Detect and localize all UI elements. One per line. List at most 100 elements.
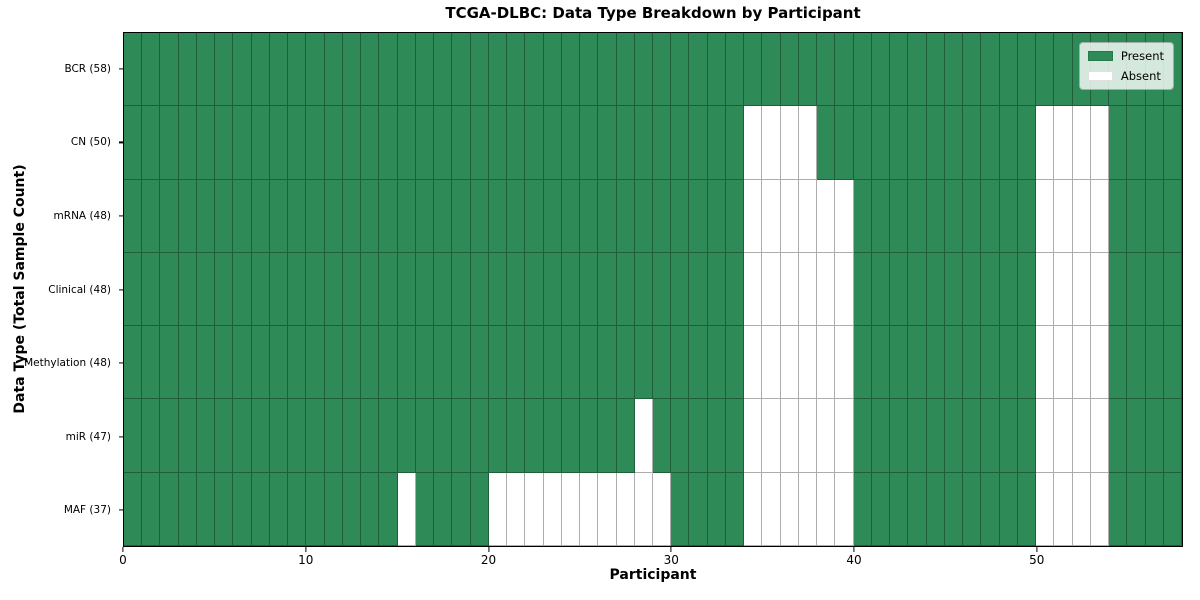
- heatmap-cell: [215, 399, 234, 473]
- legend-item-present: Present: [1087, 49, 1164, 63]
- heatmap-cell: [689, 472, 708, 546]
- x-tick-label: 20: [480, 553, 497, 567]
- heatmap-cell: [1145, 252, 1164, 327]
- heatmap-cell: [762, 106, 781, 180]
- heatmap-cell: [999, 106, 1018, 180]
- heatmap-cell: [817, 33, 836, 107]
- heatmap-cell: [452, 399, 471, 473]
- heatmap-cell: [507, 472, 526, 546]
- heatmap-cell: [525, 106, 544, 180]
- heatmap-cell: [835, 472, 854, 546]
- heatmap-cell: [178, 33, 197, 107]
- heatmap-cell: [634, 179, 653, 253]
- heatmap-cell: [963, 179, 982, 253]
- heatmap-cell: [1036, 33, 1055, 107]
- heatmap-cell: [342, 472, 362, 546]
- heatmap-cell: [142, 252, 161, 327]
- heatmap-cell: [890, 326, 909, 400]
- heatmap-cell: [1036, 399, 1055, 473]
- heatmap-cell: [689, 399, 708, 473]
- heatmap-cell: [598, 252, 617, 327]
- heatmap-cell: [470, 326, 489, 400]
- heatmap-cell: [142, 33, 161, 107]
- heatmap-cell: [744, 33, 763, 107]
- heatmap-cell: [1127, 472, 1146, 546]
- heatmap-cell: [415, 326, 435, 400]
- heatmap-cell: [616, 33, 635, 107]
- heatmap-cell: [543, 326, 562, 400]
- heatmap-cell: [342, 33, 362, 107]
- heatmap-cell: [944, 106, 964, 180]
- heatmap-cell: [1017, 252, 1037, 327]
- heatmap-cell: [178, 326, 197, 400]
- heatmap-cell: [507, 399, 526, 473]
- heatmap-cell: [525, 252, 544, 327]
- heatmap-cell: [561, 472, 581, 546]
- heatmap-cell: [944, 252, 964, 327]
- heatmap-cell: [561, 33, 581, 107]
- heatmap-cell: [324, 33, 343, 107]
- heatmap-cell: [379, 399, 398, 473]
- heatmap-cell: [324, 326, 343, 400]
- heatmap-cell: [616, 472, 635, 546]
- heatmap-cell: [124, 179, 143, 253]
- heatmap-cell: [142, 472, 161, 546]
- heatmap-cell: [196, 399, 216, 473]
- heatmap-cell: [306, 399, 325, 473]
- y-tick-label: CN (50): [70, 136, 111, 149]
- heatmap-cell: [999, 179, 1018, 253]
- heatmap-cell: [908, 326, 927, 400]
- heatmap-cell: [306, 33, 325, 107]
- heatmap-cell: [1036, 252, 1055, 327]
- heatmap-cell: [124, 326, 143, 400]
- heatmap-cell: [525, 326, 544, 400]
- heatmap-cell: [215, 106, 234, 180]
- heatmap-cell: [288, 252, 307, 327]
- y-axis: BCR (58) CN (50) mRNA (48) Clinical (48) Met…: [0, 32, 123, 547]
- heatmap-cell: [397, 399, 416, 473]
- heatmap-cell: [251, 472, 270, 546]
- heatmap-cell: [1090, 252, 1110, 327]
- x-tick-mark: [1036, 547, 1038, 552]
- heatmap-cell: [1163, 472, 1182, 546]
- heatmap-cell: [434, 399, 453, 473]
- heatmap-cell: [890, 33, 909, 107]
- heatmap-cell: [1054, 326, 1073, 400]
- heatmap-cell: [124, 33, 143, 107]
- heatmap-cell: [634, 472, 653, 546]
- heatmap-cell: [689, 326, 708, 400]
- heatmap-cell: [488, 33, 508, 107]
- heatmap-cell: [835, 399, 854, 473]
- heatmap-cell: [124, 472, 143, 546]
- heatmap-cell: [1036, 179, 1055, 253]
- heatmap-cell: [1017, 472, 1037, 546]
- heatmap-cell: [981, 106, 1000, 180]
- heatmap-cell: [251, 326, 270, 400]
- heatmap-cell: [1017, 326, 1037, 400]
- heatmap-cell: [671, 33, 690, 107]
- heatmap-cell: [178, 252, 197, 327]
- heatmap-cell: [1017, 33, 1037, 107]
- heatmap-cell: [561, 252, 581, 327]
- heatmap-cell: [853, 399, 872, 473]
- heatmap-cell: [871, 472, 891, 546]
- heatmap-cell: [817, 399, 836, 473]
- heatmap-cell: [981, 33, 1000, 107]
- heatmap-cell: [215, 33, 234, 107]
- heatmap-cell: [744, 106, 763, 180]
- heatmap-cell: [890, 106, 909, 180]
- heatmap-cell: [580, 252, 599, 327]
- heatmap-cell: [1145, 399, 1164, 473]
- heatmap-cell: [434, 106, 453, 180]
- heatmap-cell: [944, 33, 964, 107]
- heatmap-cell: [379, 106, 398, 180]
- heatmap-cell: [142, 326, 161, 400]
- x-tick-label: 10: [298, 553, 314, 567]
- x-tick-mark: [487, 547, 490, 552]
- heatmap-cell: [1127, 252, 1146, 327]
- heatmap-cell: [269, 472, 289, 546]
- heatmap-cell: [160, 252, 179, 327]
- heatmap-cell: [1090, 399, 1110, 473]
- heatmap-cell: [470, 179, 489, 253]
- heatmap-cell: [580, 33, 599, 107]
